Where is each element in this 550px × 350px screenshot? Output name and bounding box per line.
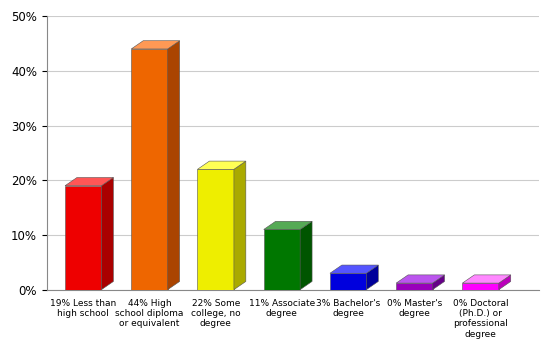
Polygon shape bbox=[65, 186, 101, 290]
Polygon shape bbox=[463, 283, 499, 290]
Polygon shape bbox=[65, 177, 113, 186]
Polygon shape bbox=[131, 41, 180, 49]
Polygon shape bbox=[168, 41, 180, 290]
Polygon shape bbox=[263, 230, 300, 290]
Polygon shape bbox=[433, 275, 444, 290]
Polygon shape bbox=[101, 177, 113, 290]
Polygon shape bbox=[300, 221, 312, 290]
Polygon shape bbox=[197, 161, 246, 169]
Polygon shape bbox=[499, 275, 511, 290]
Polygon shape bbox=[330, 273, 366, 290]
Polygon shape bbox=[330, 265, 378, 273]
Polygon shape bbox=[366, 265, 378, 290]
Polygon shape bbox=[396, 275, 444, 283]
Polygon shape bbox=[131, 49, 168, 290]
Polygon shape bbox=[263, 221, 312, 230]
Polygon shape bbox=[197, 169, 234, 290]
Polygon shape bbox=[463, 275, 511, 283]
Polygon shape bbox=[234, 161, 246, 290]
Polygon shape bbox=[396, 283, 433, 290]
